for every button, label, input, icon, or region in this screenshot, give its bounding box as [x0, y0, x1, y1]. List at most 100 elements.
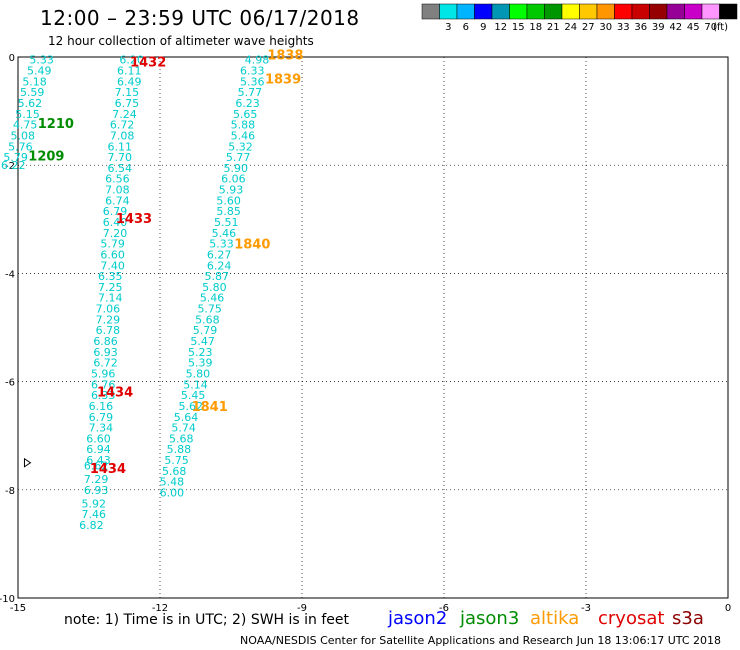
pass-time-label: 1434: [97, 385, 133, 400]
wave-height-value: 6.78: [96, 324, 121, 337]
wave-height-value: 6.74: [105, 194, 130, 207]
color-scale-label: 9: [480, 22, 486, 33]
wave-height-value: 7.29: [84, 473, 109, 486]
wave-height-value: 5.88: [231, 119, 256, 132]
wave-height-value: 6.60: [86, 432, 111, 445]
wave-height-value: 6.82: [79, 519, 104, 532]
lat-tick-label: -4: [5, 269, 15, 280]
wave-height-value: 6.24: [207, 259, 232, 272]
wave-height-value: 5.62: [18, 97, 43, 110]
wave-height-value: 6.16: [89, 400, 114, 413]
wave-height-value: 5.47: [190, 335, 215, 348]
wave-height-value: 5.80: [186, 367, 211, 380]
wave-height-value: 4.98: [245, 54, 270, 67]
wave-height-value: 5.18: [22, 75, 47, 88]
color-scale-label: 30: [599, 22, 612, 33]
lat-tick-label: -10: [0, 594, 15, 605]
wave-height-value: 5.45: [181, 389, 206, 402]
wave-height-value: 5.46: [200, 292, 225, 305]
wave-height-value: 7.20: [103, 227, 128, 240]
wave-height-value: 5.60: [216, 194, 241, 207]
color-scale-units: (ft): [713, 22, 729, 33]
lon-tick-label: -3: [581, 603, 591, 614]
footer-note: note: 1) Time is in UTC; 2) SWH is in fe…: [64, 612, 350, 628]
wave-height-value: 6.11: [108, 140, 133, 153]
wave-height-value: 5.68: [169, 432, 194, 445]
wave-height-value: 5.49: [27, 65, 52, 78]
wave-height-value: 6.72: [93, 357, 118, 370]
wave-height-value: 5.46: [212, 227, 237, 240]
wave-height-value: 6.76: [91, 378, 116, 391]
map-frame: [17, 56, 729, 599]
wave-height-value: 6.20: [119, 54, 144, 67]
pass-time-label: 1209: [28, 149, 64, 164]
lon-tick-label: -15: [10, 603, 26, 614]
wave-height-value: 5.33: [209, 238, 234, 251]
color-scale-label: 36: [634, 22, 647, 33]
color-scale-label: 12: [494, 22, 507, 33]
color-scale-label: 3: [445, 22, 451, 33]
wave-height-value: 6.00: [160, 487, 185, 500]
wave-height-value: 7.29: [96, 313, 121, 326]
wave-height-value: 5.79: [100, 238, 125, 251]
wave-height-value: 5.76: [8, 140, 33, 153]
lat-tick-label: -2: [5, 161, 15, 172]
color-scale-label: 21: [547, 22, 560, 33]
wave-height-value: 5.39: [188, 357, 213, 370]
wave-height-value: 7.40: [100, 259, 125, 272]
lon-tick-label: 0: [725, 603, 731, 614]
color-scale-bar: 3 6 9 12 15 18 21 24 27 30 33 36 39 42 45 70: [421, 3, 738, 33]
wave-height-value: 5.15: [15, 108, 40, 121]
wave-height-value: 6.62: [84, 459, 109, 472]
wave-height-value: 6.23: [235, 97, 260, 110]
wave-height-value: 7.34: [89, 422, 114, 435]
legend-satellite-s3a: s3a: [672, 608, 704, 629]
color-scale-label: 42: [669, 22, 682, 33]
wave-height-value: 5.93: [219, 184, 244, 197]
wave-height-value: 5.75: [197, 303, 222, 316]
color-scale-label: 70: [704, 22, 717, 33]
wave-height-value: 5.77: [226, 151, 251, 164]
wave-height-value: 6.22: [1, 159, 26, 172]
wave-height-value: 6.43: [86, 454, 111, 467]
wave-height-value: 5.14: [183, 378, 208, 391]
legend-satellite-cryosat: cryosat: [598, 608, 665, 629]
pass-time-label: 1840: [234, 238, 270, 253]
wave-height-value: 6.11: [117, 65, 142, 78]
wave-height-value: 5.87: [205, 270, 230, 283]
lon-tick-label: -12: [152, 603, 168, 614]
wave-height-value: 6.56: [105, 173, 130, 186]
legend-satellite-jason3: jason3: [460, 608, 520, 629]
page-title: 12:00 – 23:59 UTC 06/17/2018: [40, 6, 360, 30]
color-swatch: [719, 3, 738, 20]
wave-height-value: 5.08: [10, 129, 35, 142]
wave-height-value: 6.60: [100, 248, 125, 261]
wave-height-value: 5.59: [20, 86, 45, 99]
wave-height-value: 4.75: [13, 119, 38, 132]
wave-height-value: 5.85: [216, 205, 241, 218]
wave-height-value: 5.79: [3, 151, 28, 164]
pass-time-label: 1433: [116, 212, 152, 227]
lat-tick-label: -6: [5, 378, 15, 389]
wave-height-value: 5.68: [195, 313, 220, 326]
wave-height-value: 5.77: [238, 86, 263, 99]
wave-height-value: 5.90: [223, 162, 248, 175]
wave-height-value: 7.15: [115, 86, 140, 99]
wave-height-value: 6.79: [89, 411, 114, 424]
wave-height-value: 5.46: [231, 129, 256, 142]
wave-height-value: 5.32: [228, 140, 253, 153]
color-scale-label: 18: [529, 22, 542, 33]
pass-time-label: 1434: [90, 462, 126, 477]
wave-height-value: 5.92: [81, 497, 106, 510]
footer-credit: NOAA/NESDIS Center for Satellite Applica…: [240, 634, 722, 647]
wave-height-value: 5.74: [171, 422, 196, 435]
wave-height-value: 5.65: [233, 108, 258, 121]
pass-time-label: 1432: [130, 55, 166, 70]
wave-height-value: 7.24: [112, 108, 137, 121]
pass-time-label: 1210: [38, 117, 74, 132]
wave-height-value: 5.96: [91, 367, 116, 380]
wave-height-value: 5.80: [202, 281, 227, 294]
pass-time-label: 1841: [192, 400, 228, 415]
wave-height-value: 5.64: [174, 411, 199, 424]
